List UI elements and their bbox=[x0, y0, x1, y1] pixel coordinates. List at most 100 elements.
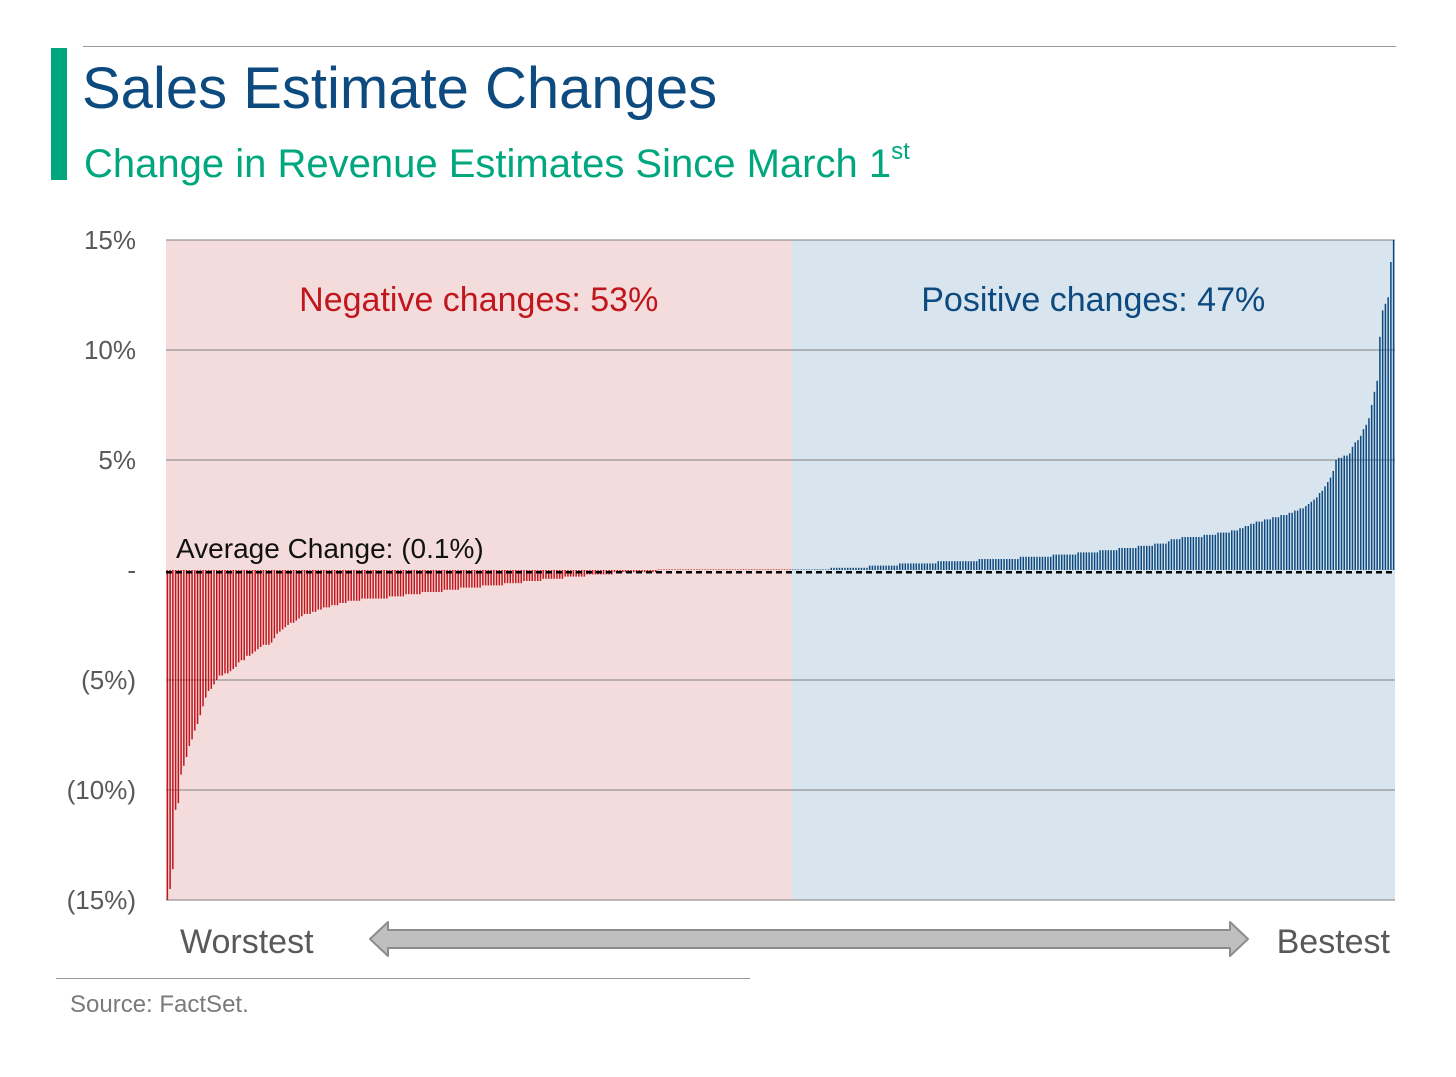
bar bbox=[213, 570, 215, 685]
bar bbox=[868, 565, 871, 570]
average-label: Average Change: (0.1%) bbox=[176, 533, 484, 564]
bar bbox=[550, 570, 553, 579]
bar bbox=[314, 570, 317, 612]
bar bbox=[1049, 556, 1052, 570]
bar bbox=[545, 570, 547, 579]
bar bbox=[1316, 497, 1318, 570]
bar bbox=[1362, 429, 1365, 570]
bar bbox=[331, 570, 333, 606]
bar bbox=[737, 569, 739, 570]
bar bbox=[1060, 554, 1063, 570]
bar bbox=[1137, 545, 1140, 570]
bar bbox=[1351, 446, 1354, 570]
bar bbox=[336, 570, 339, 606]
bar bbox=[1022, 556, 1025, 570]
bar bbox=[989, 559, 992, 570]
bar bbox=[1269, 519, 1271, 570]
bar bbox=[339, 570, 341, 603]
bar bbox=[1178, 539, 1181, 570]
bar bbox=[1263, 519, 1266, 570]
bar bbox=[866, 567, 868, 570]
bar bbox=[1357, 440, 1359, 570]
bar bbox=[1324, 486, 1326, 570]
bar bbox=[306, 570, 309, 614]
bar bbox=[355, 570, 358, 601]
bar bbox=[1096, 552, 1099, 570]
bar bbox=[819, 569, 822, 570]
bar bbox=[767, 569, 769, 570]
bar bbox=[1017, 559, 1019, 570]
bar bbox=[885, 565, 887, 570]
bar bbox=[1373, 391, 1376, 570]
bar bbox=[1231, 530, 1233, 570]
bar bbox=[1181, 537, 1184, 570]
bar bbox=[561, 570, 564, 579]
y-tick-label: (5%) bbox=[81, 665, 136, 695]
bar bbox=[344, 570, 347, 603]
bar bbox=[1006, 559, 1008, 570]
bar bbox=[1247, 526, 1249, 570]
bar bbox=[756, 569, 758, 570]
bar bbox=[460, 570, 462, 588]
bar bbox=[432, 570, 435, 592]
bar bbox=[833, 567, 835, 570]
bar bbox=[745, 569, 747, 570]
bar bbox=[1332, 471, 1335, 570]
bar bbox=[849, 567, 852, 570]
bar bbox=[419, 570, 421, 595]
bar bbox=[739, 569, 742, 570]
bar bbox=[504, 570, 506, 584]
bar bbox=[622, 570, 624, 573]
bar bbox=[981, 559, 983, 570]
bar bbox=[1250, 523, 1252, 570]
bar bbox=[251, 570, 254, 654]
bar bbox=[910, 563, 912, 570]
bar bbox=[707, 569, 709, 570]
bar bbox=[1132, 548, 1134, 570]
bar bbox=[926, 563, 929, 570]
bar bbox=[386, 570, 388, 599]
y-tick-label: 15% bbox=[84, 225, 136, 255]
bar bbox=[1321, 490, 1324, 570]
bar bbox=[671, 569, 673, 570]
bar bbox=[446, 570, 448, 590]
bar bbox=[975, 561, 978, 570]
bar bbox=[454, 570, 457, 590]
bar bbox=[698, 569, 701, 570]
bar bbox=[718, 569, 720, 570]
bar bbox=[1077, 552, 1079, 570]
bar bbox=[232, 570, 234, 669]
bar bbox=[1241, 528, 1244, 570]
bar bbox=[413, 570, 416, 595]
bar bbox=[534, 570, 536, 581]
bar bbox=[493, 570, 495, 586]
bar bbox=[660, 569, 662, 570]
bar bbox=[912, 563, 915, 570]
bar bbox=[899, 563, 901, 570]
bar bbox=[1285, 515, 1288, 570]
bar bbox=[1327, 482, 1329, 570]
bar bbox=[1033, 556, 1036, 570]
negative-region bbox=[166, 240, 792, 900]
bar bbox=[945, 561, 948, 570]
bar bbox=[1239, 528, 1241, 570]
bar bbox=[451, 570, 454, 590]
bar bbox=[353, 570, 355, 601]
bar bbox=[874, 565, 876, 570]
bar bbox=[1162, 543, 1164, 570]
source-note: Source: FactSet. bbox=[70, 991, 249, 1018]
bar bbox=[257, 570, 259, 650]
bar bbox=[462, 570, 465, 588]
bar bbox=[1313, 499, 1315, 570]
bar bbox=[246, 570, 248, 656]
bar bbox=[915, 563, 918, 570]
bar bbox=[342, 570, 344, 603]
bar bbox=[1011, 559, 1014, 570]
bar bbox=[284, 570, 287, 628]
bar bbox=[457, 570, 459, 590]
bar bbox=[1000, 559, 1003, 570]
bar bbox=[399, 570, 402, 597]
title-accent-bar bbox=[51, 48, 67, 180]
bar bbox=[783, 569, 786, 570]
bar bbox=[591, 570, 594, 575]
